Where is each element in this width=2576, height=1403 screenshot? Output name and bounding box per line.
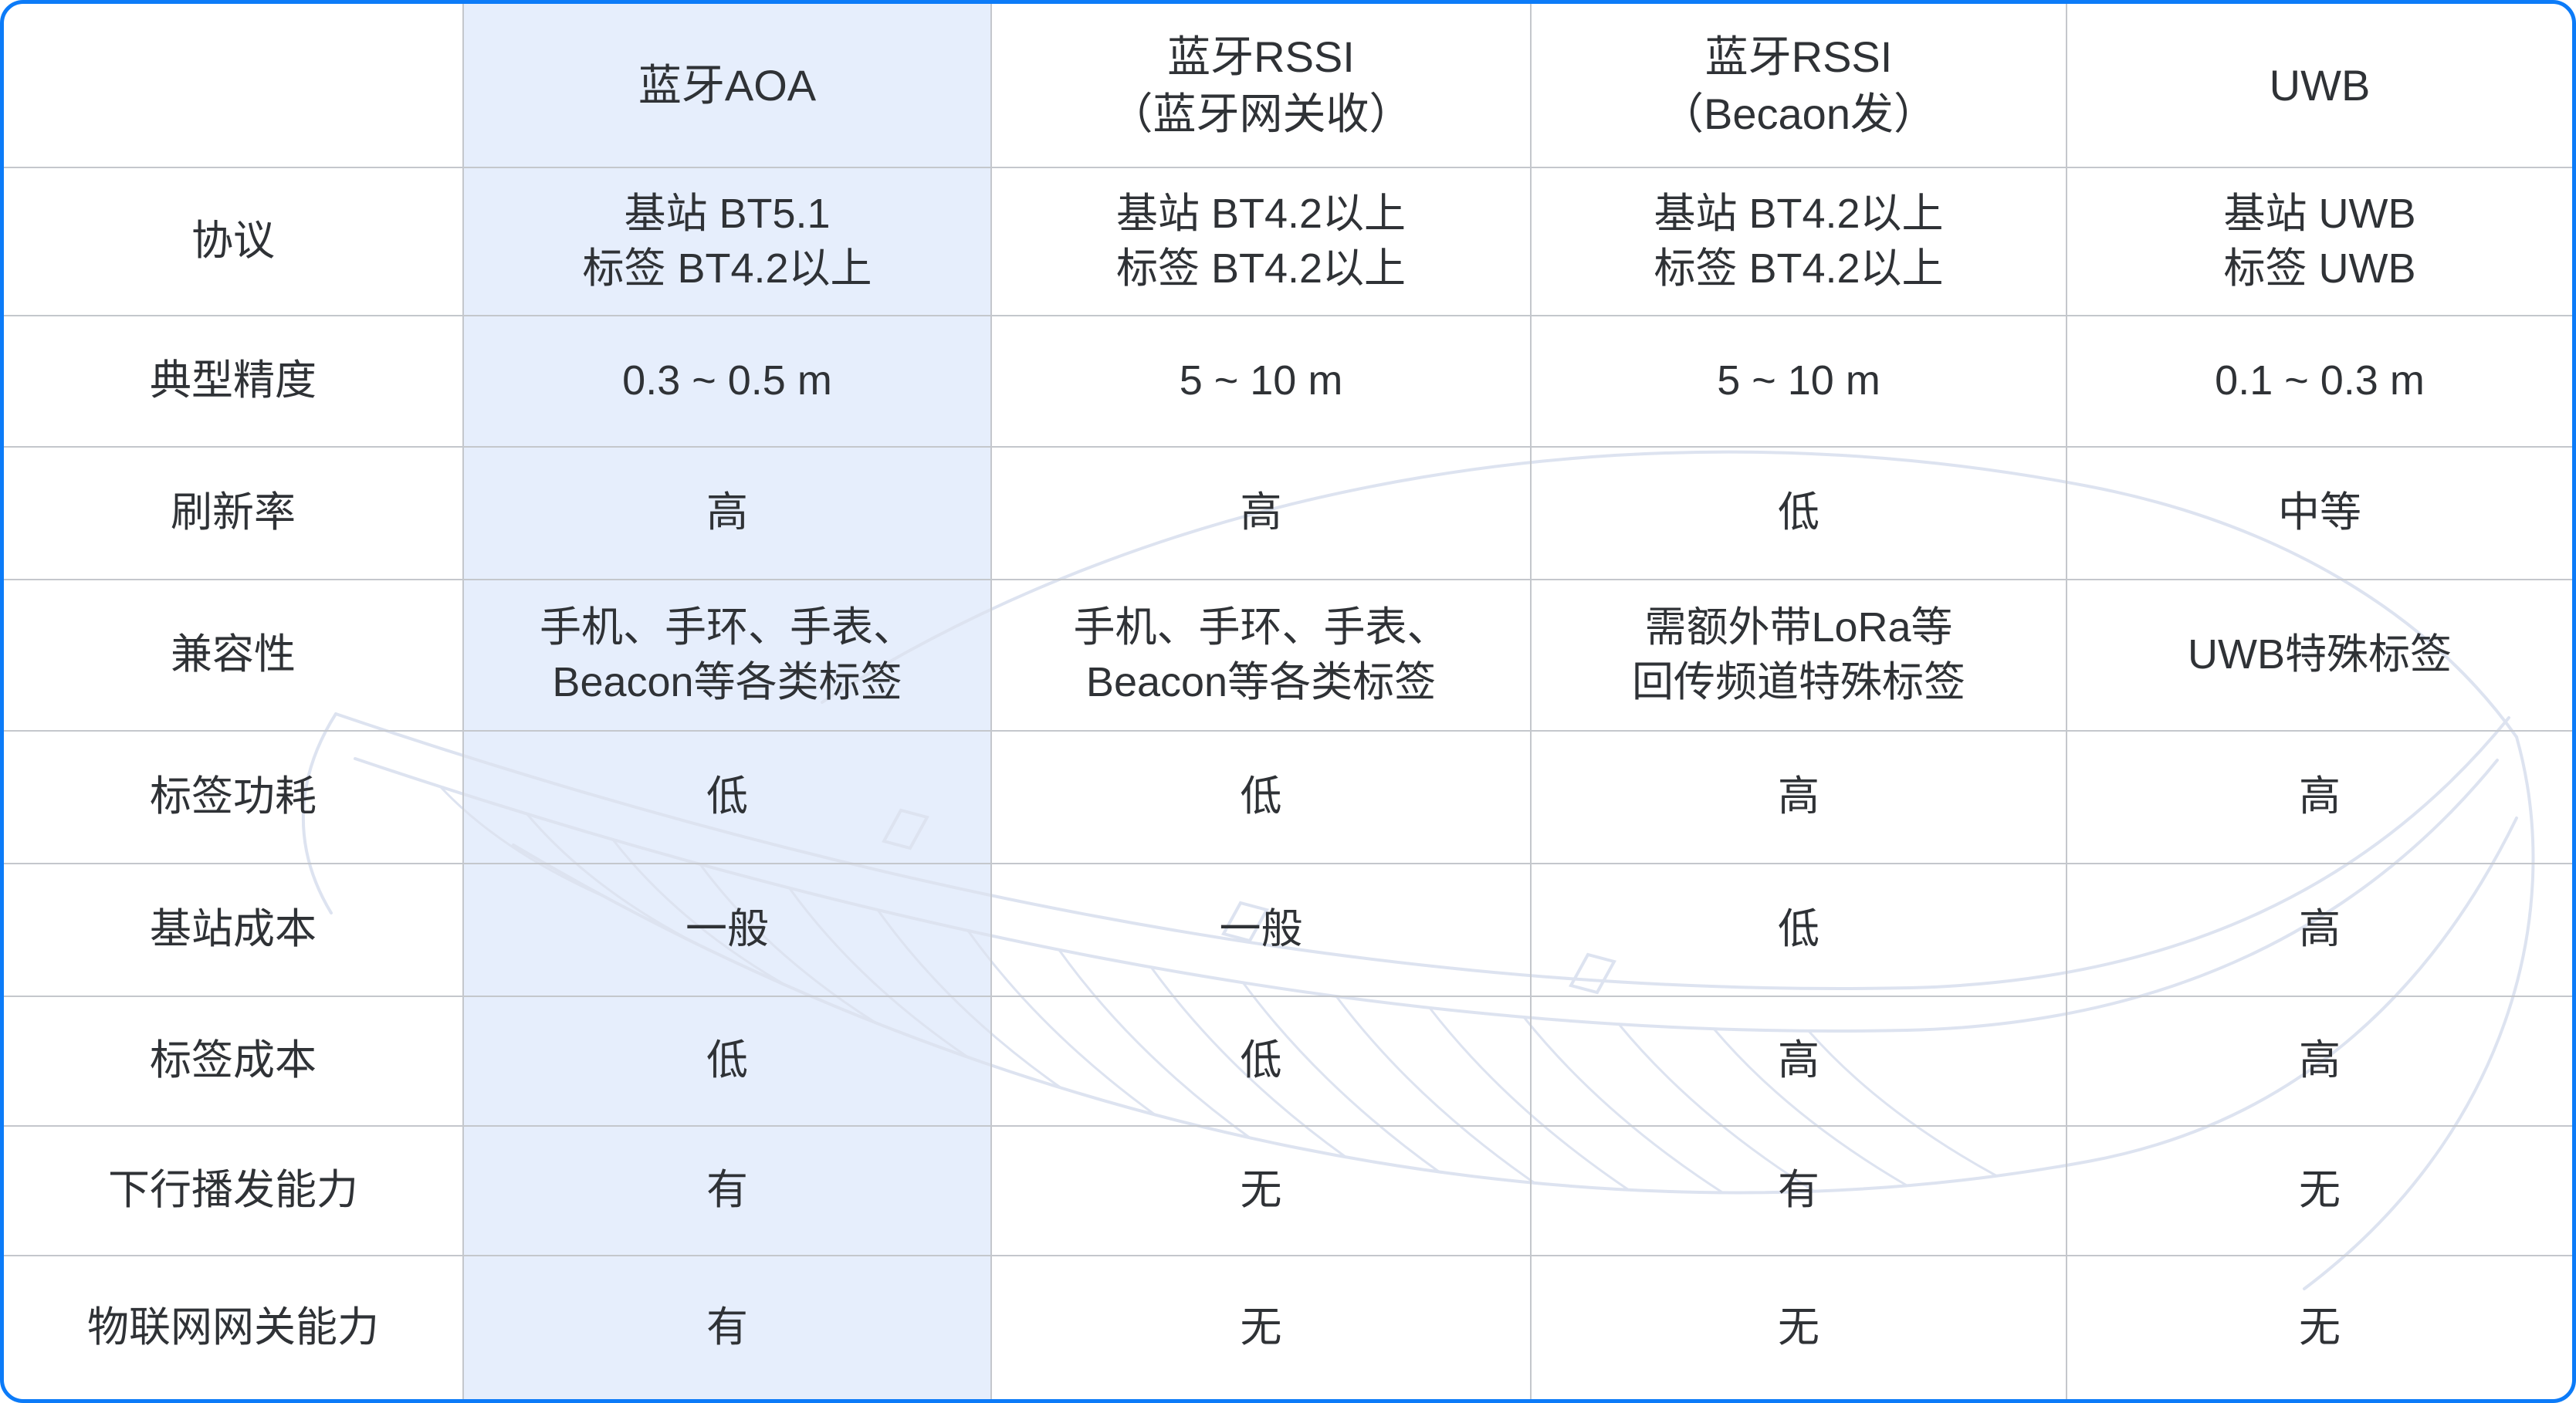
table-cell: 一般 xyxy=(463,864,991,996)
table-cell: 低 xyxy=(1531,864,2067,996)
row-label: 物联网网关能力 xyxy=(4,1256,463,1399)
table-cell: 无 xyxy=(991,1126,1531,1256)
table-cell: 0.1 ~ 0.3 m xyxy=(2067,316,2572,447)
table-cell: 需额外带LoRa等 回传频道特殊标签 xyxy=(1531,580,2067,731)
table-cell: 低 xyxy=(1531,447,2067,580)
comparison-table: 蓝牙AOA蓝牙RSSI （蓝牙网关收）蓝牙RSSI （Becaon发）UWB协议… xyxy=(4,4,2572,1399)
header-row: 蓝牙AOA蓝牙RSSI （蓝牙网关收）蓝牙RSSI （Becaon发）UWB xyxy=(4,4,2572,167)
table-cell: 5 ~ 10 m xyxy=(991,316,1531,447)
table-cell: 无 xyxy=(1531,1256,2067,1399)
column-header: 蓝牙RSSI （蓝牙网关收） xyxy=(991,4,1531,167)
table-cell: 基站 UWB 标签 UWB xyxy=(2067,167,2572,316)
column-header: 蓝牙AOA xyxy=(463,4,991,167)
row-label: 刷新率 xyxy=(4,447,463,580)
row-label: 协议 xyxy=(4,167,463,316)
table-row: 刷新率高高低中等 xyxy=(4,447,2572,580)
table-cell: 一般 xyxy=(991,864,1531,996)
table-cell: 无 xyxy=(2067,1126,2572,1256)
row-label: 兼容性 xyxy=(4,580,463,731)
table-cell: 无 xyxy=(2067,1256,2572,1399)
table-cell: 基站 BT4.2以上 标签 BT4.2以上 xyxy=(991,167,1531,316)
table-cell: 高 xyxy=(1531,731,2067,864)
table-cell: 高 xyxy=(463,447,991,580)
table-row: 基站成本一般一般低高 xyxy=(4,864,2572,996)
table-cell: 低 xyxy=(991,731,1531,864)
table-cell: 有 xyxy=(463,1126,991,1256)
table-cell: 中等 xyxy=(2067,447,2572,580)
table-cell: 高 xyxy=(2067,864,2572,996)
comparison-table-card: 蓝牙AOA蓝牙RSSI （蓝牙网关收）蓝牙RSSI （Becaon发）UWB协议… xyxy=(0,0,2576,1403)
table-row: 兼容性手机、手环、手表、 Beacon等各类标签手机、手环、手表、 Beacon… xyxy=(4,580,2572,731)
table-row: 标签功耗低低高高 xyxy=(4,731,2572,864)
table-cell: 0.3 ~ 0.5 m xyxy=(463,316,991,447)
table-cell: 低 xyxy=(991,996,1531,1126)
table-cell: 高 xyxy=(2067,731,2572,864)
table-cell: 高 xyxy=(991,447,1531,580)
table-cell: 高 xyxy=(2067,996,2572,1126)
table-cell: 无 xyxy=(991,1256,1531,1399)
table-cell: UWB特殊标签 xyxy=(2067,580,2572,731)
table-row: 协议基站 BT5.1 标签 BT4.2以上基站 BT4.2以上 标签 BT4.2… xyxy=(4,167,2572,316)
table-cell: 低 xyxy=(463,731,991,864)
row-label: 典型精度 xyxy=(4,316,463,447)
table-row: 下行播发能力有无有无 xyxy=(4,1126,2572,1256)
column-header: 蓝牙RSSI （Becaon发） xyxy=(1531,4,2067,167)
table-cell: 手机、手环、手表、 Beacon等各类标签 xyxy=(463,580,991,731)
corner-cell xyxy=(4,4,463,167)
table-cell: 有 xyxy=(1531,1126,2067,1256)
table-cell: 高 xyxy=(1531,996,2067,1126)
table-cell: 基站 BT5.1 标签 BT4.2以上 xyxy=(463,167,991,316)
table-row: 典型精度0.3 ~ 0.5 m5 ~ 10 m5 ~ 10 m0.1 ~ 0.3… xyxy=(4,316,2572,447)
table-row: 标签成本低低高高 xyxy=(4,996,2572,1126)
table-cell: 低 xyxy=(463,996,991,1126)
table-cell: 有 xyxy=(463,1256,991,1399)
row-label: 下行播发能力 xyxy=(4,1126,463,1256)
table-row: 物联网网关能力有无无无 xyxy=(4,1256,2572,1399)
table-cell: 基站 BT4.2以上 标签 BT4.2以上 xyxy=(1531,167,2067,316)
row-label: 标签成本 xyxy=(4,996,463,1126)
row-label: 基站成本 xyxy=(4,864,463,996)
table-cell: 5 ~ 10 m xyxy=(1531,316,2067,447)
row-label: 标签功耗 xyxy=(4,731,463,864)
table-cell: 手机、手环、手表、 Beacon等各类标签 xyxy=(991,580,1531,731)
column-header: UWB xyxy=(2067,4,2572,167)
